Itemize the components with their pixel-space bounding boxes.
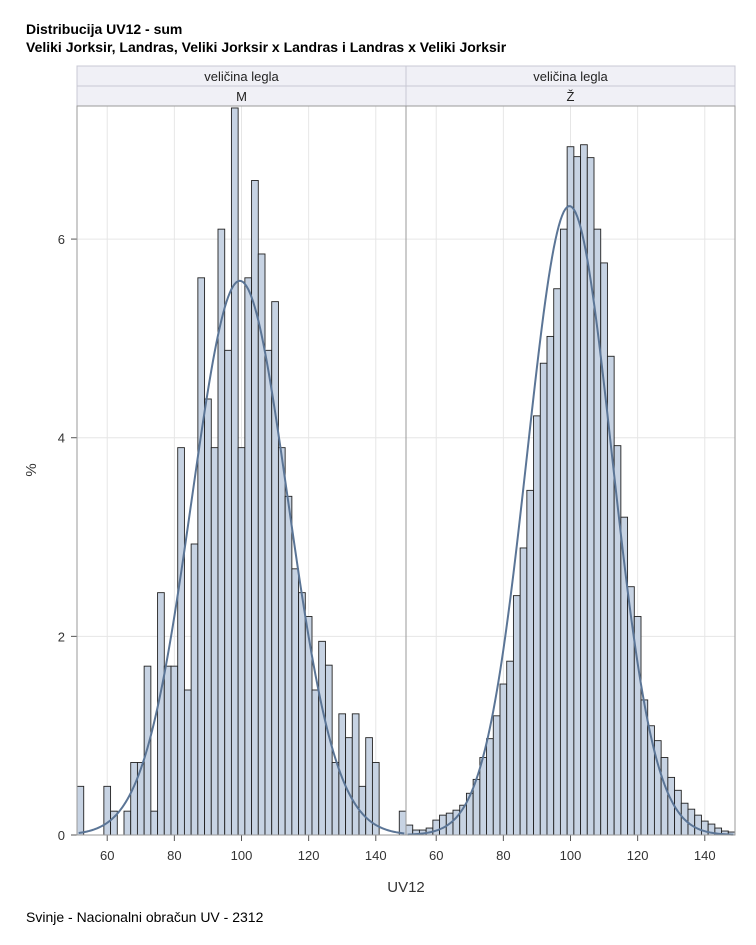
histogram-bar bbox=[566, 146, 575, 836]
panel-frame bbox=[405, 105, 736, 836]
histogram-bar bbox=[553, 288, 561, 836]
histogram-bar bbox=[318, 640, 326, 836]
x-tick-label: 140 bbox=[694, 848, 716, 863]
histogram-bar bbox=[580, 144, 588, 836]
strip-title: veličina legla bbox=[204, 69, 279, 84]
chart-title: Distribucija UV12 - sum bbox=[26, 21, 182, 37]
histogram-bar bbox=[486, 738, 494, 836]
x-axis-label: UV12 bbox=[387, 879, 425, 896]
histogram-bar bbox=[183, 689, 192, 836]
histogram-bar bbox=[163, 665, 172, 836]
histogram-bar bbox=[204, 398, 212, 836]
histogram-bar bbox=[130, 762, 138, 836]
histogram-bar bbox=[660, 757, 669, 836]
y-tick-label: 0 bbox=[58, 828, 65, 843]
histogram-bar bbox=[439, 814, 447, 836]
x-tick-label: 100 bbox=[231, 848, 253, 863]
histogram-bar bbox=[492, 715, 501, 836]
histogram-bar bbox=[210, 447, 219, 836]
histogram-bar bbox=[526, 489, 535, 836]
histogram-bar bbox=[506, 660, 514, 836]
histogram-bar bbox=[533, 415, 541, 836]
histogram-bar bbox=[600, 262, 608, 836]
histogram-bar bbox=[298, 592, 306, 836]
histogram-bar bbox=[257, 253, 266, 836]
histogram-bar bbox=[197, 277, 206, 836]
histogram-bar bbox=[230, 107, 239, 836]
histogram-bar bbox=[479, 757, 488, 836]
histogram-bar bbox=[271, 301, 279, 836]
strip-value: Ž bbox=[567, 89, 575, 104]
histogram-bar bbox=[311, 689, 320, 836]
x-tick-label: 80 bbox=[167, 848, 181, 863]
histogram-bar bbox=[277, 447, 286, 836]
panel-2: veličina legla Ž 60 80 100 120 140 bbox=[405, 65, 736, 863]
histogram-bar bbox=[76, 785, 85, 836]
histogram-bar bbox=[700, 820, 709, 836]
histogram-bar bbox=[177, 447, 185, 836]
normal-density-curve bbox=[407, 205, 734, 836]
histogram-bar bbox=[157, 592, 165, 836]
x-tick-label: 60 bbox=[429, 848, 443, 863]
x-tick-label: 80 bbox=[496, 848, 510, 863]
histogram-bar bbox=[647, 725, 655, 836]
x-tick-label: 60 bbox=[100, 848, 114, 863]
histogram-bar bbox=[251, 180, 259, 836]
histogram-bar bbox=[224, 349, 232, 836]
x-tick-label: 140 bbox=[365, 848, 387, 863]
histogram-bar bbox=[284, 495, 293, 836]
histogram-bar bbox=[123, 810, 132, 836]
histogram-bar bbox=[244, 277, 253, 836]
histogram-bar bbox=[398, 810, 407, 836]
histogram-bar bbox=[687, 808, 696, 836]
histogram-bar bbox=[559, 228, 568, 836]
panel-1: veličina legla M 60 80 100 120 140 bbox=[76, 65, 407, 863]
histogram-bar bbox=[237, 447, 246, 836]
histogram-bar bbox=[573, 156, 582, 836]
histogram-bar bbox=[694, 814, 702, 836]
histogram-bar bbox=[331, 762, 340, 836]
x-tick-label: 120 bbox=[298, 848, 320, 863]
histogram-bar bbox=[539, 362, 548, 836]
chart-subtitle: Veliki Jorksir, Landras, Veliki Jorksir … bbox=[26, 39, 507, 55]
histogram-bar bbox=[512, 595, 521, 836]
histogram-bar bbox=[190, 543, 199, 836]
y-tick-label: 6 bbox=[58, 232, 65, 247]
histogram-bar bbox=[264, 349, 273, 836]
y-tick-label: 4 bbox=[58, 431, 65, 446]
histogram-bar bbox=[150, 810, 159, 836]
x-tick-label: 120 bbox=[627, 848, 649, 863]
histogram-bar bbox=[627, 586, 635, 836]
histogram-bar bbox=[432, 819, 441, 836]
histogram-bar bbox=[103, 785, 112, 836]
histogram-bar bbox=[593, 228, 602, 836]
y-axis-label: % bbox=[23, 463, 40, 476]
histogram-bar bbox=[291, 568, 300, 836]
histogram-bar bbox=[324, 664, 333, 836]
normal-density-curve bbox=[78, 279, 405, 835]
histogram-bar bbox=[351, 713, 360, 836]
histogram-bar bbox=[519, 547, 528, 836]
strip-value: M bbox=[236, 89, 247, 104]
histogram-bar bbox=[586, 157, 595, 836]
histogram-bar bbox=[546, 335, 555, 836]
y-tick-label: 2 bbox=[58, 629, 65, 644]
strip-title: veličina legla bbox=[533, 69, 608, 84]
footer-note: Svinje - Nacionalni obračun UV - 2312 bbox=[26, 909, 264, 925]
histogram-bar bbox=[499, 683, 508, 836]
histogram-bar bbox=[170, 665, 179, 836]
x-tick-label: 100 bbox=[560, 848, 582, 863]
